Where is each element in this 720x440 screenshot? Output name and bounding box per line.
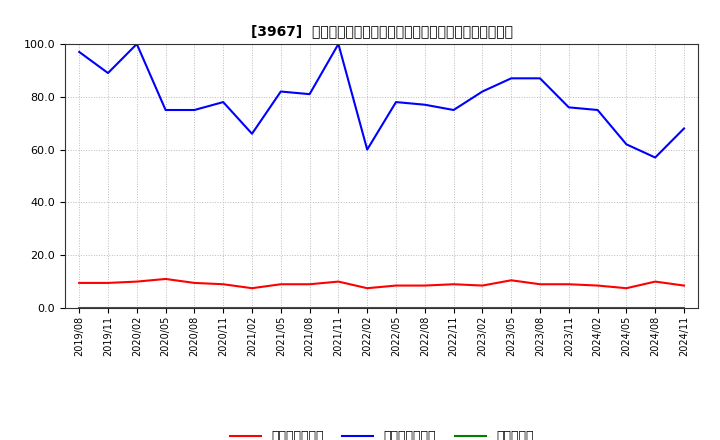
売上債権回転率 <box>564 282 573 287</box>
売上債権回転率 <box>161 276 170 282</box>
買入債務回転率 <box>334 41 343 47</box>
在庫回転率 <box>276 305 285 311</box>
買入債務回転率 <box>593 107 602 113</box>
在庫回転率 <box>219 305 228 311</box>
在庫回転率 <box>478 305 487 311</box>
在庫回転率 <box>507 305 516 311</box>
売上債権回転率 <box>276 282 285 287</box>
在庫回転率 <box>363 305 372 311</box>
売上債権回転率 <box>680 283 688 288</box>
買入債務回転率 <box>305 92 314 97</box>
買入債務回転率 <box>248 131 256 136</box>
在庫回転率 <box>248 305 256 311</box>
買入債務回転率 <box>507 76 516 81</box>
Legend: 売上債権回転率, 買入債務回転率, 在庫回転率: 売上債権回転率, 買入債務回転率, 在庫回転率 <box>225 425 539 440</box>
Title: [3967]  売上債権回転率、買入債務回転率、在庫回転率の推移: [3967] 売上債権回転率、買入債務回転率、在庫回転率の推移 <box>251 25 513 39</box>
在庫回転率 <box>536 305 544 311</box>
買入債務回転率 <box>161 107 170 113</box>
売上債権回転率 <box>305 282 314 287</box>
売上債権回転率 <box>507 278 516 283</box>
売上債権回転率 <box>190 280 199 286</box>
売上債権回転率 <box>478 283 487 288</box>
買入債務回転率 <box>420 102 429 107</box>
買入債務回転率 <box>363 147 372 152</box>
売上債権回転率 <box>75 280 84 286</box>
売上債権回転率 <box>622 286 631 291</box>
在庫回転率 <box>392 305 400 311</box>
在庫回転率 <box>305 305 314 311</box>
在庫回転率 <box>420 305 429 311</box>
在庫回転率 <box>132 305 141 311</box>
在庫回転率 <box>593 305 602 311</box>
売上債権回転率 <box>363 286 372 291</box>
Line: 売上債権回転率: 売上債権回転率 <box>79 279 684 288</box>
買入債務回転率 <box>536 76 544 81</box>
在庫回転率 <box>622 305 631 311</box>
売上債権回転率 <box>392 283 400 288</box>
売上債権回転率 <box>334 279 343 284</box>
買入債務回転率 <box>190 107 199 113</box>
買入債務回転率 <box>75 49 84 55</box>
在庫回転率 <box>651 305 660 311</box>
買入債務回転率 <box>392 99 400 105</box>
在庫回転率 <box>75 305 84 311</box>
売上債権回転率 <box>219 282 228 287</box>
買入債務回転率 <box>622 142 631 147</box>
在庫回転率 <box>190 305 199 311</box>
売上債権回転率 <box>593 283 602 288</box>
買入債務回転率 <box>564 105 573 110</box>
売上債権回転率 <box>132 279 141 284</box>
買入債務回転率 <box>680 126 688 131</box>
在庫回転率 <box>449 305 458 311</box>
買入債務回転率 <box>449 107 458 113</box>
売上債権回転率 <box>104 280 112 286</box>
買入債務回転率 <box>132 41 141 47</box>
買入債務回転率 <box>276 89 285 94</box>
在庫回転率 <box>161 305 170 311</box>
売上債権回転率 <box>449 282 458 287</box>
買入債務回転率 <box>478 89 487 94</box>
在庫回転率 <box>680 305 688 311</box>
在庫回転率 <box>564 305 573 311</box>
在庫回転率 <box>334 305 343 311</box>
買入債務回転率 <box>104 70 112 76</box>
Line: 買入債務回転率: 買入債務回転率 <box>79 44 684 158</box>
売上債権回転率 <box>248 286 256 291</box>
売上債権回転率 <box>651 279 660 284</box>
売上債権回転率 <box>536 282 544 287</box>
買入債務回転率 <box>651 155 660 160</box>
在庫回転率 <box>104 305 112 311</box>
売上債権回転率 <box>420 283 429 288</box>
買入債務回転率 <box>219 99 228 105</box>
